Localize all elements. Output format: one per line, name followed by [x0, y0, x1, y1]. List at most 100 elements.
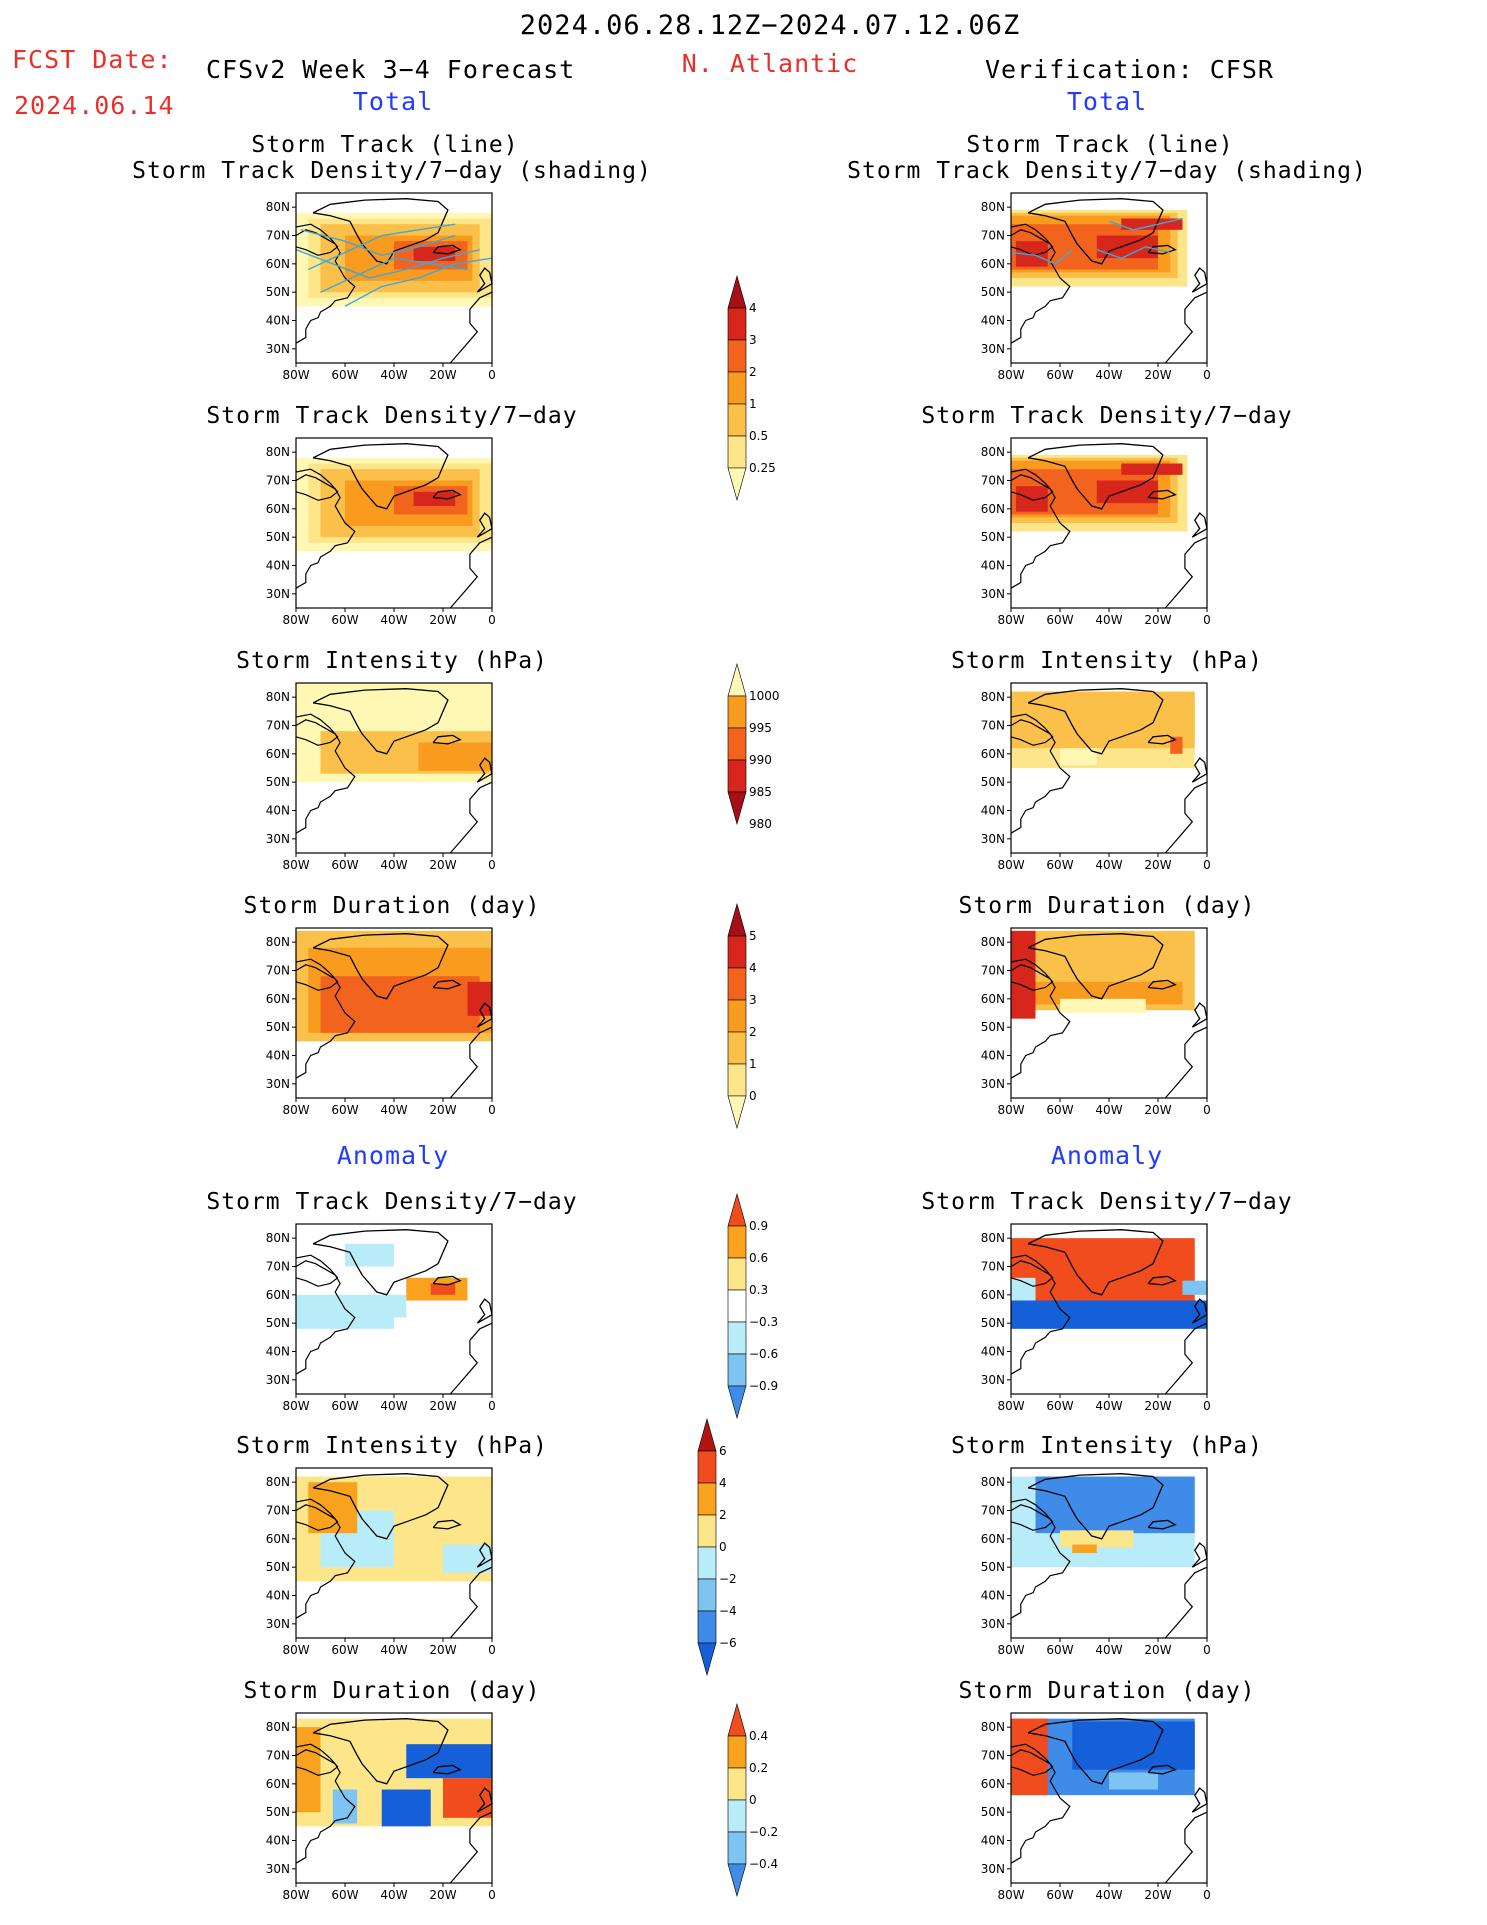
panel-title-density-right: Storm Track Density/7−day: [921, 403, 1293, 429]
svg-text:40N: 40N: [981, 804, 1005, 818]
svg-text:30N: 30N: [981, 342, 1005, 356]
map-intensity-anom-right: 80N 70N 60N 50N 40N 30N 80W 60W 40W 20W 0: [981, 1467, 1211, 1657]
svg-text:70N: 70N: [981, 964, 1005, 978]
svg-text:20W: 20W: [1144, 613, 1171, 627]
svg-text:60N: 60N: [981, 1532, 1005, 1546]
svg-text:20W: 20W: [1144, 1643, 1171, 1657]
svg-text:70N: 70N: [266, 719, 290, 733]
svg-text:0.6: 0.6: [749, 1251, 768, 1265]
svg-text:60W: 60W: [1046, 368, 1073, 382]
svg-text:−0.6: −0.6: [749, 1347, 778, 1361]
svg-text:70N: 70N: [981, 474, 1005, 488]
svg-text:60W: 60W: [331, 1888, 358, 1902]
svg-text:−0.9: −0.9: [749, 1379, 778, 1393]
svg-text:60N: 60N: [266, 502, 290, 516]
svg-text:80W: 80W: [282, 858, 309, 872]
svg-text:60W: 60W: [331, 1399, 358, 1413]
svg-text:0: 0: [1203, 368, 1211, 382]
panel-title-intensity-anom-left: Storm Intensity (hPa): [236, 1433, 548, 1459]
svg-text:40W: 40W: [1095, 368, 1122, 382]
svg-text:1: 1: [749, 397, 757, 411]
map-intensity-anom-left: 80N 70N 60N 50N 40N 30N 80W 60W 40W 20W 0: [266, 1467, 496, 1657]
panel-title-track-shading-left: Storm Track Density/7−day (shading): [132, 158, 652, 184]
svg-text:20W: 20W: [1144, 368, 1171, 382]
svg-text:70N: 70N: [266, 1504, 290, 1518]
svg-text:70N: 70N: [266, 1260, 290, 1274]
panel-title-intensity-left: Storm Intensity (hPa): [236, 648, 548, 674]
svg-text:60W: 60W: [331, 1103, 358, 1117]
map-track-right: 80N 70N 60N 50N 40N 30N 80W 60W 40W 20W 0: [981, 192, 1211, 382]
svg-text:50N: 50N: [981, 1020, 1005, 1034]
svg-text:80W: 80W: [997, 1643, 1024, 1657]
svg-text:40N: 40N: [266, 1049, 290, 1063]
svg-text:40W: 40W: [380, 1888, 407, 1902]
svg-text:0: 0: [488, 1643, 496, 1657]
section-anomaly-left: Anomaly: [336, 1141, 450, 1170]
svg-text:50N: 50N: [266, 1020, 290, 1034]
svg-text:80W: 80W: [282, 1399, 309, 1413]
svg-text:80W: 80W: [997, 1399, 1024, 1413]
svg-text:20W: 20W: [429, 1103, 456, 1117]
panel-title-intensity-anom-right: Storm Intensity (hPa): [951, 1433, 1263, 1459]
map-intensity-right: 80N 70N 60N 50N 40N 30N 80W 60W 40W 20W 0: [981, 682, 1211, 872]
svg-text:80W: 80W: [997, 613, 1024, 627]
svg-text:0: 0: [488, 858, 496, 872]
map-duration-anom-left: 80N 70N 60N 50N 40N 30N 80W 60W 40W 20W 0: [266, 1712, 496, 1902]
svg-text:40W: 40W: [1095, 858, 1122, 872]
svg-text:60N: 60N: [981, 257, 1005, 271]
svg-text:40W: 40W: [380, 858, 407, 872]
map-density-anom-left: 80N 70N 60N 50N 40N 30N 80W 60W 40W 20W 0: [266, 1223, 496, 1413]
svg-text:0: 0: [1203, 1103, 1211, 1117]
svg-text:40W: 40W: [380, 1643, 407, 1657]
svg-text:0: 0: [488, 368, 496, 382]
svg-text:40W: 40W: [380, 613, 407, 627]
svg-text:40N: 40N: [266, 804, 290, 818]
forecast-period: 2024.06.28.12Z−2024.07.12.06Z: [519, 10, 1021, 41]
svg-text:0.3: 0.3: [749, 1283, 768, 1297]
svg-text:70N: 70N: [981, 1504, 1005, 1518]
svg-text:60W: 60W: [331, 613, 358, 627]
svg-text:20W: 20W: [1144, 858, 1171, 872]
svg-text:80W: 80W: [282, 1888, 309, 1902]
svg-text:990: 990: [749, 753, 772, 767]
svg-text:1: 1: [749, 1057, 757, 1071]
colorbar-density: 4 3 2 1 0.5 0.25: [720, 262, 790, 542]
svg-text:30N: 30N: [266, 587, 290, 601]
svg-text:0: 0: [1203, 1643, 1211, 1657]
svg-text:20W: 20W: [1144, 1103, 1171, 1117]
svg-text:30N: 30N: [981, 1373, 1005, 1387]
svg-text:80N: 80N: [981, 445, 1005, 459]
svg-text:20W: 20W: [429, 613, 456, 627]
svg-text:30N: 30N: [266, 1373, 290, 1387]
svg-text:30N: 30N: [266, 342, 290, 356]
svg-text:40N: 40N: [266, 559, 290, 573]
svg-text:60W: 60W: [331, 858, 358, 872]
svg-text:20W: 20W: [1144, 1399, 1171, 1413]
svg-text:4: 4: [749, 961, 757, 975]
svg-text:60W: 60W: [1046, 1399, 1073, 1413]
svg-text:0: 0: [488, 1888, 496, 1902]
svg-text:985: 985: [749, 785, 772, 799]
panel-title-density-left: Storm Track Density/7−day: [206, 403, 578, 429]
svg-text:0: 0: [488, 1399, 496, 1413]
svg-text:0.9: 0.9: [749, 1219, 768, 1233]
svg-text:20W: 20W: [429, 858, 456, 872]
panel-title-duration-left: Storm Duration (day): [243, 893, 541, 919]
map-density-anom-right: 80N 70N 60N 50N 40N 30N 80W 60W 40W 20W 0: [981, 1223, 1211, 1413]
svg-text:50N: 50N: [266, 1316, 290, 1330]
svg-text:80N: 80N: [981, 1720, 1005, 1734]
svg-text:−6: −6: [719, 1636, 737, 1650]
svg-text:40N: 40N: [981, 559, 1005, 573]
svg-text:80W: 80W: [282, 1643, 309, 1657]
model-title: CFSv2 Week 3−4 Forecast: [206, 55, 576, 84]
svg-text:0: 0: [1203, 858, 1211, 872]
svg-text:30N: 30N: [981, 1862, 1005, 1876]
colorbar-duration-anom: 0.4 0.2 0 −0.2 −0.4: [720, 1690, 790, 1922]
svg-text:80N: 80N: [981, 1475, 1005, 1489]
svg-text:50N: 50N: [981, 775, 1005, 789]
svg-text:2: 2: [749, 365, 757, 379]
svg-text:80N: 80N: [266, 1231, 290, 1245]
verification-title: Verification: CFSR: [985, 55, 1274, 84]
svg-text:0: 0: [1203, 613, 1211, 627]
svg-text:50N: 50N: [266, 1805, 290, 1819]
